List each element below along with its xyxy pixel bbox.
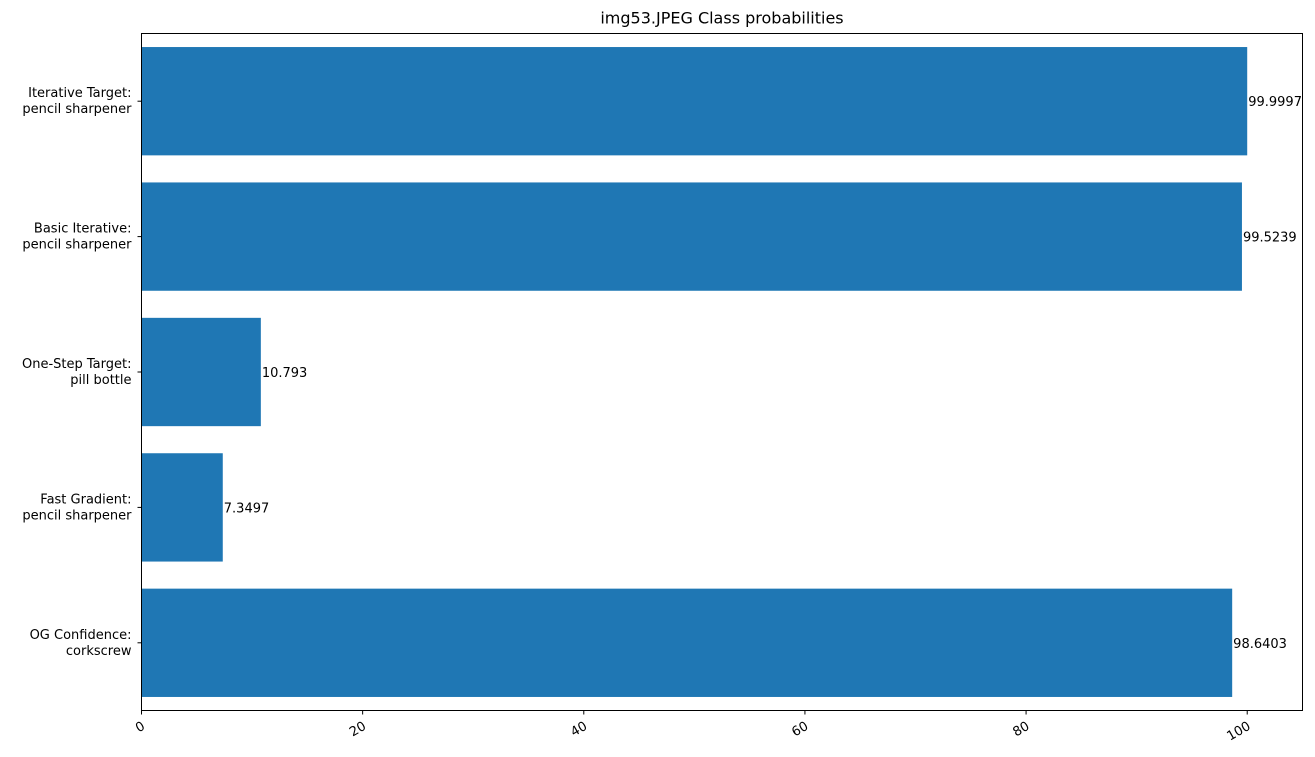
bar xyxy=(141,47,1248,156)
y-tick-labels: OG Confidence: corkscrew Fast Gradient: pen… xyxy=(22,86,142,659)
x-tick-label: 80 xyxy=(1011,719,1033,740)
x-tick-label: 100 xyxy=(1224,719,1253,744)
chart-title: img53.JPEG Class probabilities xyxy=(600,9,843,28)
data-labels: 98.6403 7.3497 10.793 99.5239 99.9997 xyxy=(224,95,1302,652)
data-label: 10.793 xyxy=(262,366,308,381)
x-axis: 0 20 40 60 80 100 xyxy=(133,710,1253,744)
y-tick-label: One-Step Target: pill bottle xyxy=(22,357,132,388)
x-tick-label: 20 xyxy=(347,719,369,740)
y-tick-label: Fast Gradient: pencil sharpener xyxy=(22,492,132,523)
bar xyxy=(141,588,1233,697)
data-label: 7.3497 xyxy=(224,501,269,516)
y-tick-label: Iterative Target: pencil sharpener xyxy=(22,86,132,117)
data-label: 98.6403 xyxy=(1233,637,1287,652)
y-tick-label: Basic Iterative: pencil sharpener xyxy=(22,222,132,253)
x-tick-label: 40 xyxy=(568,719,590,740)
x-tick-label: 0 xyxy=(133,719,148,736)
bar xyxy=(141,317,261,427)
x-tick-label: 60 xyxy=(789,719,811,740)
plot-frame xyxy=(141,33,1303,711)
bar xyxy=(141,453,223,562)
bar xyxy=(141,182,1242,291)
y-tick-label: OG Confidence: corkscrew xyxy=(30,628,132,659)
data-label: 99.9997 xyxy=(1248,95,1302,110)
bars-group xyxy=(141,47,1248,697)
data-label: 99.5239 xyxy=(1243,231,1297,246)
